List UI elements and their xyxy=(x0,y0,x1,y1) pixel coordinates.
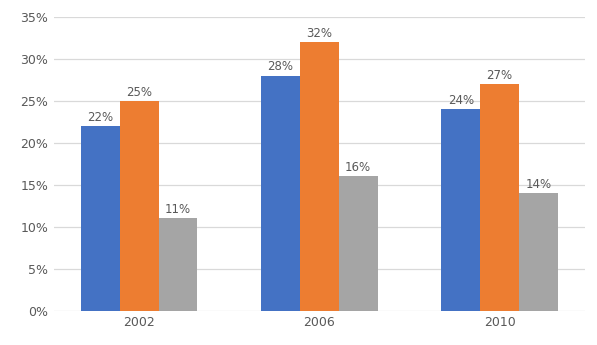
Bar xyxy=(441,109,480,310)
Text: 25%: 25% xyxy=(126,86,152,99)
Bar xyxy=(300,42,339,310)
Text: 14%: 14% xyxy=(525,178,552,191)
Bar xyxy=(120,101,159,310)
Text: 28%: 28% xyxy=(267,60,294,73)
Text: 22%: 22% xyxy=(87,111,113,124)
Bar xyxy=(81,126,120,310)
Text: 11%: 11% xyxy=(165,203,191,216)
Bar xyxy=(261,76,300,310)
Bar xyxy=(480,84,519,310)
Text: 24%: 24% xyxy=(448,94,474,107)
Text: 16%: 16% xyxy=(345,161,371,174)
Text: 27%: 27% xyxy=(487,69,513,82)
Text: 32%: 32% xyxy=(306,27,333,40)
Bar xyxy=(159,218,198,310)
Bar xyxy=(519,193,558,310)
Bar xyxy=(339,176,378,310)
